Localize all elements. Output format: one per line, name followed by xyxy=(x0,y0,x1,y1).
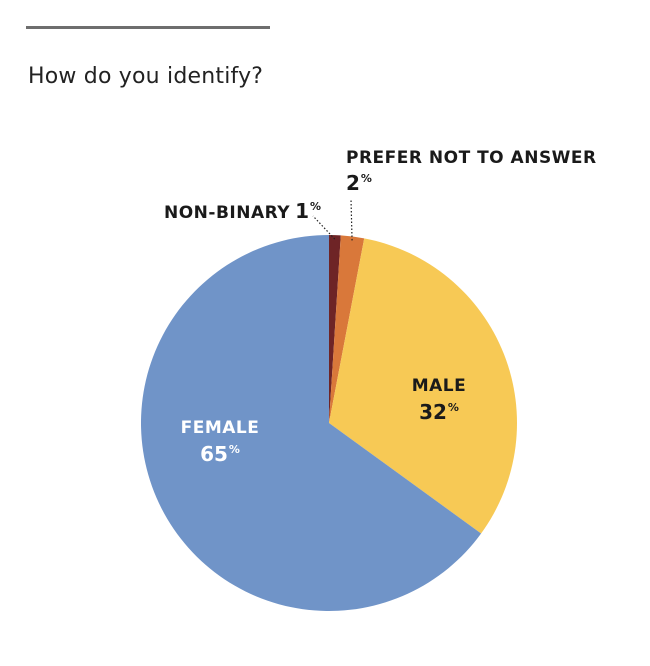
slice-label-prefer-not-unit: % xyxy=(360,172,372,185)
pie-slice-male xyxy=(329,238,517,534)
chart-question-title: How do you identify? xyxy=(28,64,264,89)
slice-label-male-unit: % xyxy=(447,401,459,414)
pie-slice-non-binary xyxy=(329,235,341,423)
top-divider xyxy=(26,26,270,29)
slice-label-male: MALE 32% xyxy=(410,376,468,424)
slice-label-non-binary-unit: % xyxy=(310,200,322,213)
slice-label-non-binary: NON-BINARY 1% xyxy=(164,201,321,222)
slice-label-female-name: FEMALE xyxy=(180,418,260,438)
slice-label-male-value: 32 xyxy=(419,400,447,424)
pie-slice-prefer-not-to-answer xyxy=(329,235,365,423)
slice-label-female-value: 65 xyxy=(200,442,228,466)
slice-label-male-name: MALE xyxy=(411,376,467,396)
slice-label-prefer-not: PREFER NOT TO ANSWER 2% xyxy=(346,148,597,195)
leader-line-prefer-not-to-answer xyxy=(350,198,353,241)
pie-slices xyxy=(140,235,517,612)
slice-label-non-binary-value: 1 xyxy=(295,199,310,223)
pie-slice-female xyxy=(140,235,482,612)
slice-label-prefer-not-name: PREFER NOT TO ANSWER xyxy=(346,148,597,168)
slice-label-female-unit: % xyxy=(228,443,240,456)
slice-label-non-binary-name: NON-BINARY xyxy=(164,203,291,223)
slice-label-prefer-not-value: 2 xyxy=(346,171,360,195)
slice-label-female: FEMALE 65% xyxy=(178,418,262,466)
